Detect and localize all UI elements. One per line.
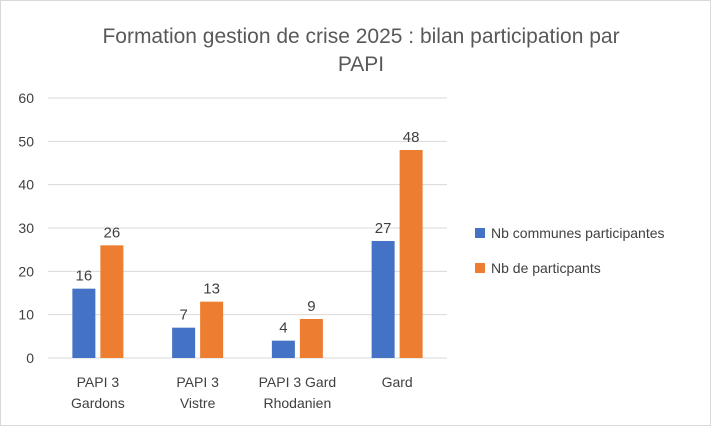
bars (72, 150, 423, 358)
data-label: 7 (179, 307, 187, 324)
y-tick-label: 10 (18, 307, 34, 323)
legend-label: Nb de particpants (491, 260, 601, 276)
bar-participants (100, 245, 124, 358)
bar-communes (371, 241, 395, 358)
chart-title-line: PAPI (338, 53, 384, 76)
data-label: 4 (279, 320, 287, 337)
chart-title-line: Formation gestion de crise 2025 : bilan … (102, 25, 619, 48)
legend-label: Nb communes participantes (491, 225, 665, 241)
bar-participants (299, 319, 323, 358)
data-label: 13 (203, 281, 220, 298)
data-label: 48 (403, 129, 420, 146)
data-label: 9 (307, 298, 315, 315)
data-label: 26 (104, 224, 121, 241)
bar-communes (172, 327, 196, 358)
y-tick-label: 40 (18, 177, 34, 193)
bar-communes (72, 288, 96, 358)
category-label: Rhodanien (264, 395, 332, 411)
y-tick-label: 20 (18, 263, 34, 279)
data-labels: 16 26 7 13 4 9 27 48 (76, 129, 420, 337)
y-tick-label: 30 (18, 220, 34, 236)
category-label: PAPI 3 Gard (259, 374, 337, 390)
category-label: Vistre (180, 395, 216, 411)
bar-participants (200, 301, 224, 358)
data-label: 27 (375, 220, 392, 237)
bar-communes (271, 340, 295, 358)
y-axis-ticks: 0 10 20 30 40 50 60 (18, 90, 34, 366)
y-tick-label: 50 (18, 133, 34, 149)
bar-participants (399, 150, 423, 358)
y-tick-label: 60 (18, 90, 34, 106)
data-label: 16 (76, 268, 93, 285)
y-tick-label: 0 (26, 350, 34, 366)
category-label: PAPI 3 (176, 374, 219, 390)
category-label: Gard (382, 374, 413, 390)
legend-swatch-participants (475, 263, 485, 273)
legend: Nb communes participantes Nb de particpan… (475, 225, 665, 276)
category-labels: PAPI 3 Gardons PAPI 3 Vistre PAPI 3 Gard Rhod… (71, 374, 413, 411)
category-label: PAPI 3 (77, 374, 120, 390)
chart-title: Formation gestion de crise 2025 : bilan … (102, 25, 619, 76)
category-label: Gardons (71, 395, 125, 411)
legend-swatch-communes (475, 228, 485, 238)
